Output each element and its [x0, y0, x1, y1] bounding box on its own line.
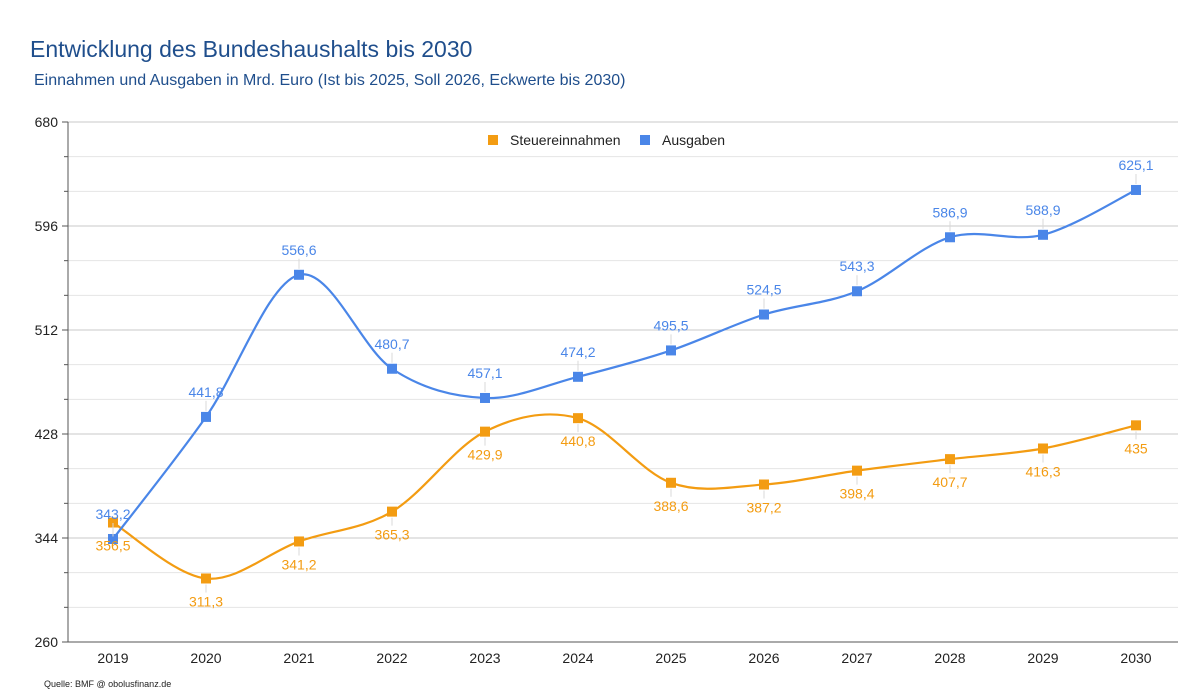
x-tick-label: 2020	[190, 650, 221, 666]
marker-steuereinnahmen	[573, 413, 583, 424]
y-tick-label: 428	[35, 426, 59, 442]
series-markers	[108, 184, 1141, 584]
marker-ausgaben	[387, 363, 397, 374]
data-label-steuereinnahmen: 356,5	[95, 538, 130, 554]
data-labels: 356,5 311,3 341,2 365,3 429,9 440,8 388,6 387,2…	[95, 157, 1153, 610]
data-label-steuereinnahmen: 435	[1124, 440, 1148, 456]
marker-steuereinnahmen	[945, 454, 955, 465]
y-tick-label: 344	[35, 530, 59, 546]
data-label-ausgaben: 524,5	[746, 282, 781, 298]
marker-ausgaben	[759, 309, 769, 320]
marker-ausgaben	[201, 411, 211, 422]
marker-steuereinnahmen	[480, 426, 490, 437]
chart-subtitle: Einnahmen und Ausgaben in Mrd. Euro (Ist…	[34, 72, 626, 89]
x-tick-label: 2029	[1027, 650, 1058, 666]
legend-label-steuereinnahmen: Steuereinnahmen	[510, 132, 621, 148]
data-label-steuereinnahmen: 341,2	[281, 556, 316, 572]
marker-ausgaben	[852, 286, 862, 297]
y-tick-label: 512	[35, 322, 59, 338]
legend-swatch-ausgaben	[640, 135, 650, 145]
source-note: Quelle: BMF @ obolusfinanz.de	[44, 679, 172, 689]
marker-steuereinnahmen	[1131, 420, 1141, 431]
x-tick-label: 2024	[562, 650, 593, 666]
data-label-steuereinnahmen: 407,7	[932, 474, 967, 490]
data-label-ausgaben: 588,9	[1025, 202, 1060, 218]
data-label-steuereinnahmen: 398,4	[839, 486, 874, 502]
legend-swatch-steuereinnahmen	[488, 135, 498, 145]
chart-title: Entwicklung des Bundeshaushalts bis 2030	[30, 36, 473, 62]
data-label-steuereinnahmen: 440,8	[560, 433, 595, 449]
marker-steuereinnahmen	[294, 536, 304, 547]
data-label-steuereinnahmen: 429,9	[467, 447, 502, 463]
x-tick-label: 2019	[97, 650, 128, 666]
marker-ausgaben	[1131, 184, 1141, 195]
marker-steuereinnahmen	[852, 465, 862, 476]
x-tick-label: 2025	[655, 650, 686, 666]
marker-steuereinnahmen	[1038, 443, 1048, 454]
marker-steuereinnahmen	[201, 573, 211, 584]
marker-steuereinnahmen	[759, 479, 769, 490]
x-tick-label: 2030	[1120, 650, 1151, 666]
y-tick-label: 596	[35, 218, 59, 234]
data-label-ausgaben: 457,1	[467, 365, 502, 381]
data-label-steuereinnahmen: 365,3	[374, 527, 409, 543]
data-label-ausgaben: 543,3	[839, 258, 874, 274]
marker-ausgaben	[108, 533, 118, 544]
data-label-ausgaben: 495,5	[653, 317, 688, 333]
marker-ausgaben	[945, 232, 955, 243]
x-tick-label: 2026	[748, 650, 779, 666]
data-label-steuereinnahmen: 387,2	[746, 500, 781, 516]
data-label-steuereinnahmen: 416,3	[1025, 463, 1060, 479]
marker-steuereinnahmen	[108, 517, 118, 528]
x-tick-label: 2028	[934, 650, 965, 666]
series-line-steuereinnahmen	[112, 413, 1137, 580]
marker-ausgaben	[294, 269, 304, 280]
data-label-ausgaben: 625,1	[1118, 157, 1153, 173]
marker-ausgaben	[1038, 229, 1048, 240]
data-label-ausgaben: 480,7	[374, 336, 409, 352]
marker-ausgaben	[573, 371, 583, 382]
data-label-ausgaben: 586,9	[932, 204, 967, 220]
legend: Steuereinnahmen Ausgaben	[488, 132, 725, 148]
data-label-ausgaben: 474,2	[560, 344, 595, 360]
x-tick-label: 2027	[841, 650, 872, 666]
legend-label-ausgaben: Ausgaben	[662, 132, 725, 148]
x-tick-label: 2023	[469, 650, 500, 666]
data-label-ausgaben: 556,6	[281, 242, 316, 258]
x-tick-label: 2021	[283, 650, 314, 666]
data-label-steuereinnahmen: 311,3	[189, 593, 223, 609]
series-lines	[112, 188, 1137, 580]
axes: 260 344 428 512 596 680 2019 2020 2021 2022 2023 20…	[35, 114, 1178, 666]
y-tick-label: 680	[35, 114, 59, 130]
data-label-steuereinnahmen: 388,6	[653, 498, 688, 514]
data-label-ausgaben: 441,8	[188, 384, 223, 400]
marker-steuereinnahmen	[387, 506, 397, 517]
data-label-ausgaben: 343,2	[95, 506, 130, 522]
marker-steuereinnahmen	[666, 477, 676, 488]
marker-ausgaben	[666, 345, 676, 356]
y-tick-label: 260	[35, 634, 59, 650]
marker-ausgaben	[480, 392, 490, 403]
x-tick-label: 2022	[376, 650, 407, 666]
grid-lines	[68, 121, 1178, 643]
